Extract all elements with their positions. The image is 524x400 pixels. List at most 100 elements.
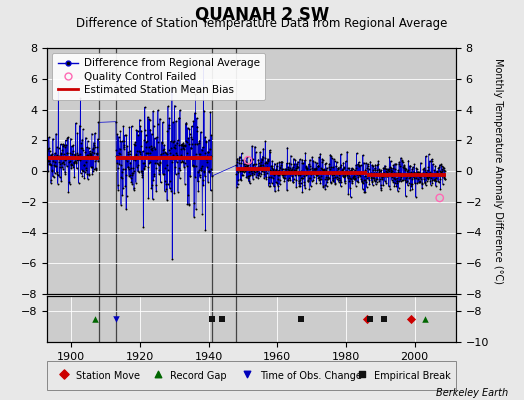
Point	[326, 179, 335, 186]
Point	[390, 166, 399, 172]
Point	[407, 181, 416, 187]
Point	[423, 175, 431, 181]
Point	[170, 190, 179, 196]
Point	[184, 135, 192, 141]
Point	[261, 138, 269, 144]
Point	[186, 172, 194, 179]
Point	[413, 176, 422, 182]
Point	[199, 177, 207, 183]
Point	[329, 177, 337, 184]
Point	[189, 163, 197, 170]
Point	[369, 175, 378, 181]
Point	[138, 148, 147, 154]
Point	[149, 122, 158, 129]
Point	[270, 183, 278, 190]
Point	[389, 162, 398, 168]
Point	[48, 166, 57, 173]
Point	[338, 169, 346, 176]
Point	[336, 163, 344, 170]
Point	[407, 316, 416, 322]
Point	[274, 175, 282, 182]
Point	[250, 168, 258, 174]
Point	[304, 177, 312, 184]
Point	[134, 162, 143, 169]
Point	[272, 162, 281, 169]
Point	[425, 158, 434, 164]
Point	[159, 147, 168, 153]
Point	[159, 170, 168, 177]
Point	[430, 172, 438, 178]
Point	[341, 179, 349, 186]
Point	[417, 176, 425, 182]
Point	[302, 166, 311, 172]
Point	[300, 182, 309, 189]
Point	[136, 148, 144, 155]
Point	[86, 150, 94, 157]
Point	[309, 177, 317, 184]
Point	[288, 169, 296, 175]
Point	[432, 174, 441, 181]
Point	[128, 172, 136, 179]
Point	[181, 160, 189, 167]
Point	[320, 176, 329, 182]
Point	[124, 164, 132, 170]
Point	[297, 174, 305, 181]
Point	[408, 186, 417, 193]
Point	[195, 150, 203, 157]
Point	[200, 173, 209, 180]
Point	[403, 182, 412, 188]
Point	[199, 144, 207, 150]
Point	[270, 170, 278, 176]
Point	[192, 206, 200, 212]
Point	[146, 117, 154, 123]
Point	[399, 164, 407, 171]
Point	[245, 178, 253, 184]
Point	[260, 175, 268, 182]
Point	[135, 169, 143, 175]
Point	[50, 173, 58, 180]
Point	[43, 156, 52, 163]
Point	[323, 164, 331, 171]
Point	[370, 170, 378, 176]
Point	[239, 157, 248, 163]
Point	[198, 162, 206, 169]
Point	[256, 149, 264, 155]
Point	[159, 150, 167, 156]
Point	[193, 178, 202, 185]
Point	[73, 150, 81, 156]
Point	[113, 153, 121, 160]
Point	[201, 134, 210, 140]
Point	[202, 156, 211, 162]
Point	[58, 164, 66, 170]
Point	[185, 130, 194, 137]
Point	[59, 142, 67, 149]
Point	[410, 168, 418, 175]
Point	[274, 182, 282, 189]
Point	[286, 170, 294, 176]
Point	[133, 155, 141, 162]
Point	[187, 155, 195, 161]
Point	[341, 171, 349, 178]
Point	[90, 166, 98, 172]
Point	[189, 118, 198, 124]
Point	[55, 159, 63, 165]
Point	[437, 161, 445, 168]
Point	[78, 144, 86, 151]
Point	[262, 158, 270, 165]
Point	[261, 155, 269, 162]
Point	[150, 135, 159, 141]
Point	[354, 161, 362, 167]
Point	[326, 152, 334, 158]
Point	[337, 162, 346, 169]
Point	[428, 156, 436, 162]
Text: Empirical Break: Empirical Break	[374, 371, 451, 381]
Point	[280, 171, 289, 177]
Point	[126, 160, 135, 166]
Point	[170, 138, 178, 144]
Point	[182, 163, 191, 169]
Point	[121, 132, 129, 138]
Point	[239, 169, 248, 175]
Point	[307, 170, 315, 177]
Point	[92, 150, 101, 157]
Point	[237, 150, 246, 156]
